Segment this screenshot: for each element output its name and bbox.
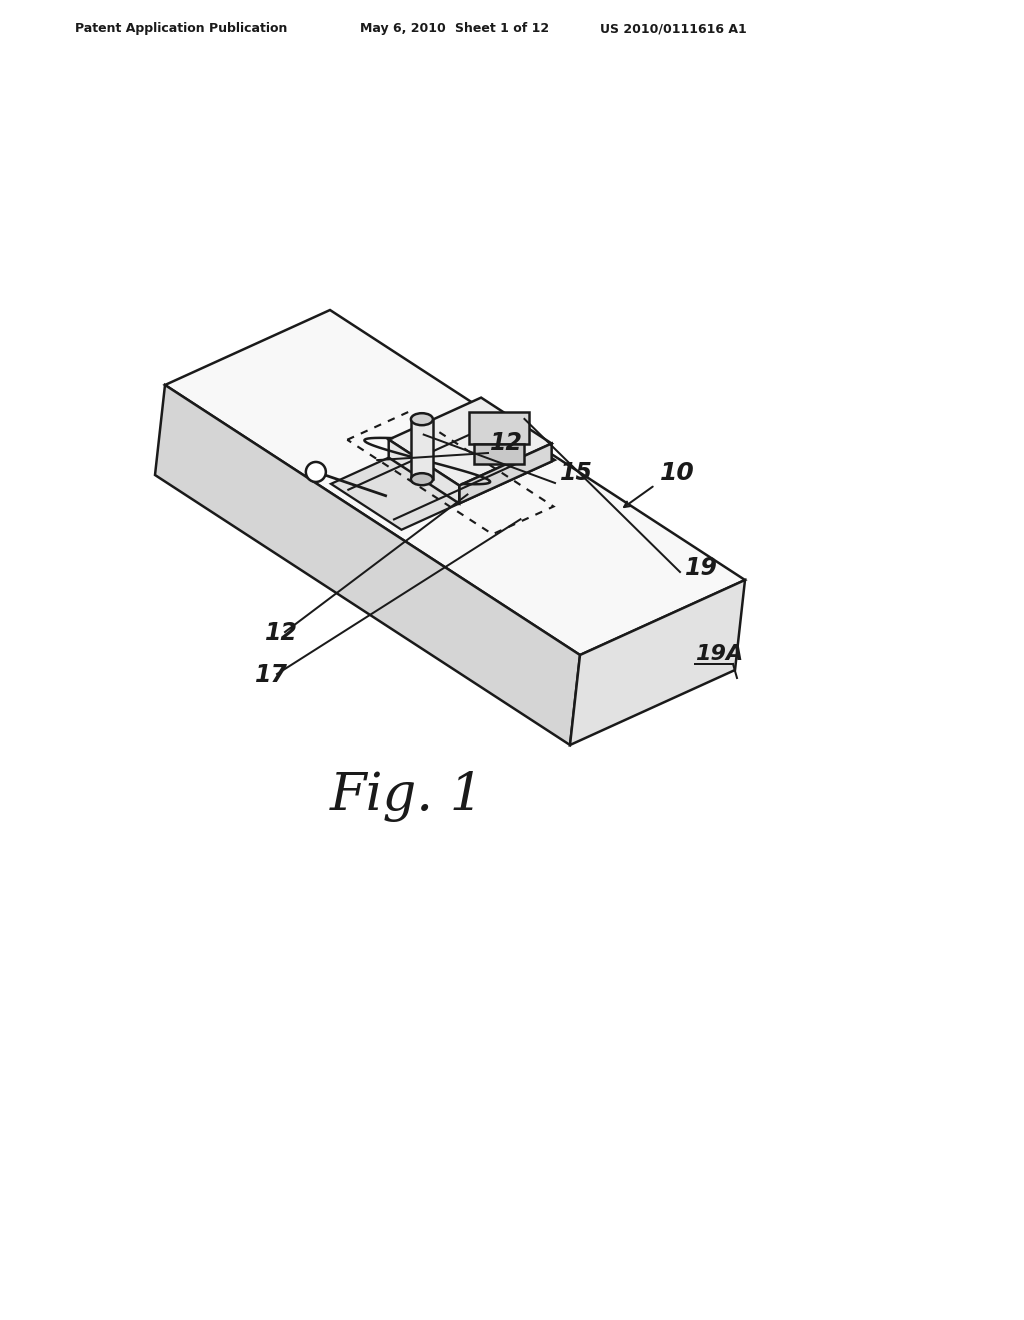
Polygon shape	[459, 444, 552, 503]
Text: Sheet 1 of 12: Sheet 1 of 12	[455, 22, 549, 36]
Text: May 6, 2010: May 6, 2010	[360, 22, 445, 36]
Text: Patent Application Publication: Patent Application Publication	[75, 22, 288, 36]
Text: 19: 19	[685, 556, 718, 579]
Text: 17: 17	[255, 663, 288, 686]
Polygon shape	[474, 444, 524, 463]
Text: 10: 10	[660, 461, 694, 484]
Polygon shape	[389, 440, 459, 503]
Ellipse shape	[411, 473, 433, 486]
Text: 12: 12	[265, 620, 298, 645]
Ellipse shape	[411, 413, 433, 425]
Polygon shape	[570, 579, 745, 744]
Text: 19A: 19A	[695, 644, 743, 664]
Polygon shape	[389, 397, 552, 486]
Text: 12: 12	[490, 432, 523, 455]
Circle shape	[306, 462, 326, 482]
Polygon shape	[469, 412, 529, 444]
Polygon shape	[331, 414, 555, 529]
Polygon shape	[411, 420, 433, 479]
Text: 15: 15	[560, 461, 593, 484]
Text: US 2010/0111616 A1: US 2010/0111616 A1	[600, 22, 746, 36]
Polygon shape	[155, 385, 580, 744]
Text: Fig. 1: Fig. 1	[330, 771, 484, 822]
Polygon shape	[165, 310, 745, 655]
